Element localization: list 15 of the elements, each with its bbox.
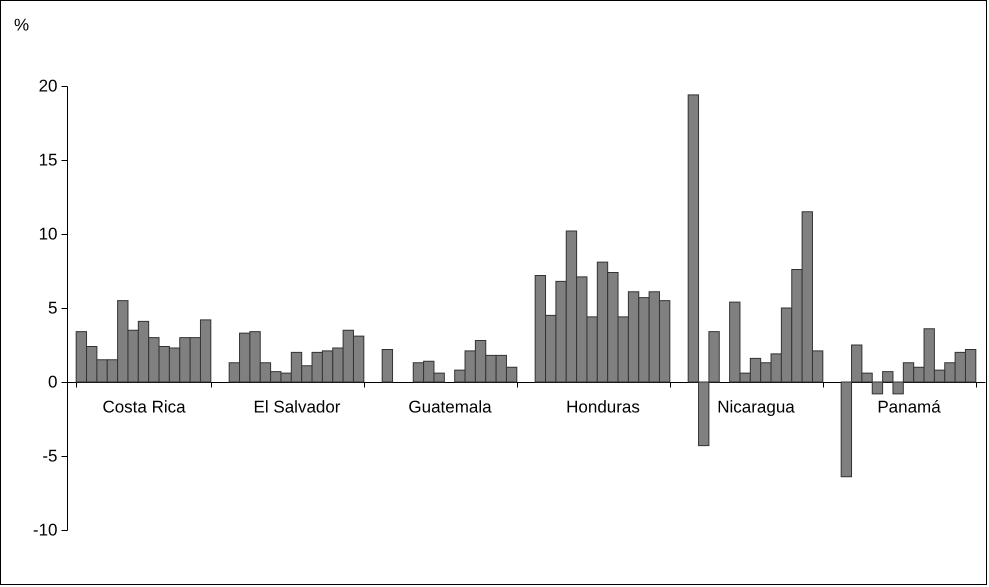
bar (382, 348, 394, 382)
x-tick-label: Nicaragua (717, 398, 796, 416)
y-tick-label: 20 (38, 76, 58, 96)
y-tick-label: -10 (32, 520, 58, 540)
y-tick-label: -5 (42, 446, 58, 466)
y-tick-label: 15 (38, 150, 58, 170)
y-tick-label: 0 (48, 372, 58, 392)
x-tick-label: Guatemala (408, 398, 492, 416)
x-tick-label: Costa Rica (102, 398, 186, 416)
x-tick-label: Honduras (566, 398, 640, 416)
y-axis-title: % (14, 16, 30, 34)
y-tick-label: 5 (48, 298, 58, 318)
x-tick-label: El Salvador (254, 398, 341, 416)
y-tick-label: 10 (38, 224, 58, 244)
x-tick-label: Panamá (877, 398, 942, 416)
